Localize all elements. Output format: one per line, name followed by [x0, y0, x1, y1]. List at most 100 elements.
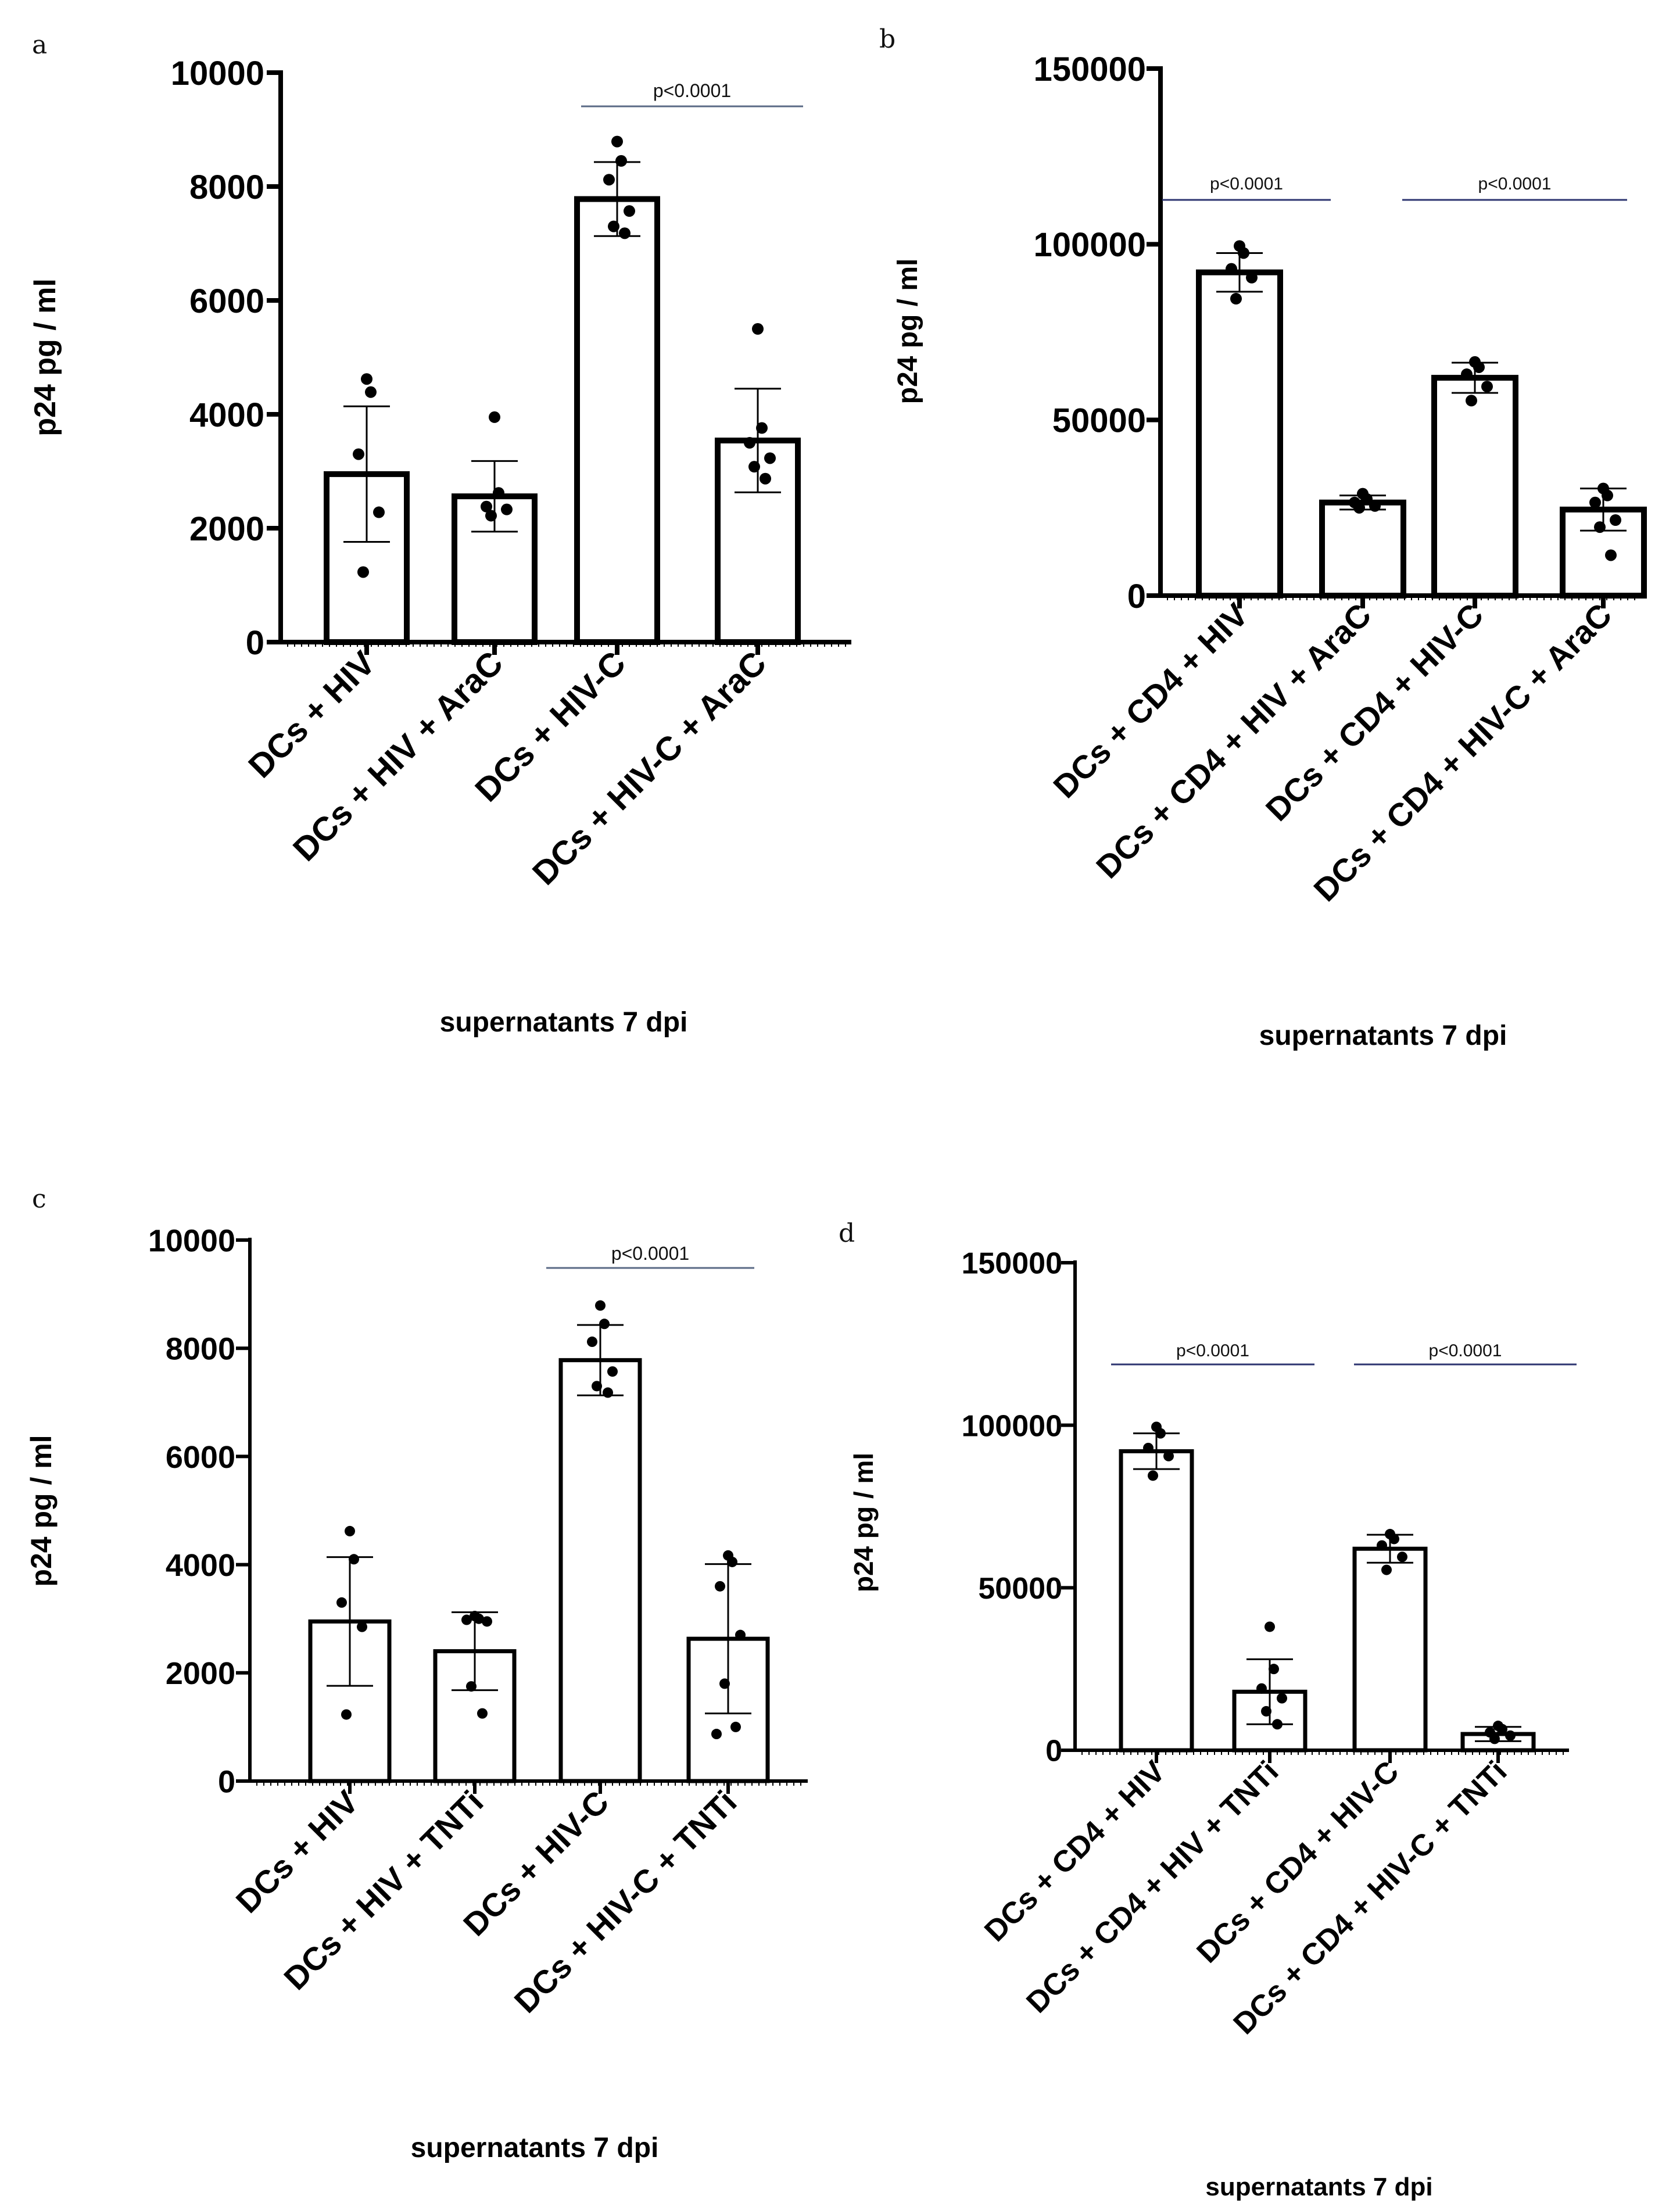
- data-point: [587, 1337, 597, 1348]
- y-tick-label: 50000: [978, 1572, 1062, 1606]
- y-tick-label: 150000: [961, 1247, 1062, 1281]
- data-point: [341, 1709, 352, 1720]
- data-point: [1397, 1552, 1407, 1563]
- data-point: [1155, 1428, 1166, 1439]
- x-category-label: DCs + HIV-C + TNTi: [507, 1783, 744, 2020]
- bar: [1119, 1449, 1194, 1753]
- panel-label: d: [839, 1219, 855, 1248]
- data-point: [485, 510, 497, 522]
- data-point: [1461, 368, 1473, 381]
- data-point: [592, 1381, 602, 1392]
- data-point: [1265, 1621, 1275, 1632]
- data-point: [489, 411, 500, 423]
- y-axis-title: p24 pg / ml: [25, 1435, 58, 1586]
- data-point: [1497, 1724, 1507, 1735]
- data-point: [760, 472, 771, 485]
- y-tick-label: 0: [218, 1764, 235, 1799]
- data-point: [748, 461, 760, 473]
- y-tick-label: 50000: [1052, 402, 1146, 440]
- y-axis-title: p24 pg / ml: [848, 1453, 879, 1592]
- data-point: [474, 1613, 484, 1624]
- y-tick-label: 6000: [166, 1440, 235, 1475]
- data-point: [1377, 1540, 1387, 1551]
- data-point: [466, 1681, 477, 1692]
- data-point: [1594, 521, 1606, 533]
- bar: [1431, 375, 1518, 599]
- data-point: [624, 205, 635, 217]
- data-point: [482, 1616, 492, 1627]
- y-tick-label: 0: [1045, 1735, 1062, 1768]
- data-point: [477, 1708, 488, 1719]
- data-point: [353, 448, 364, 460]
- x-category-label: DCs + CD4 + HIV-C: [1259, 596, 1491, 828]
- significance-label: p<0.0001: [1176, 1341, 1249, 1360]
- y-tick-label: 8000: [189, 169, 264, 206]
- data-point: [1489, 1733, 1500, 1744]
- data-point: [373, 506, 385, 518]
- bar: [1319, 499, 1406, 599]
- data-point: [361, 373, 372, 385]
- data-point: [1389, 1534, 1399, 1545]
- data-point: [1369, 500, 1381, 512]
- y-tick-label: 10000: [148, 1223, 235, 1258]
- x-axis-title: supernatants 7 dpi: [411, 2133, 659, 2163]
- data-point: [1589, 496, 1601, 508]
- data-point: [1163, 1450, 1174, 1461]
- significance-label: p<0.0001: [653, 80, 731, 101]
- bar: [1196, 269, 1283, 599]
- y-tick-label: 4000: [189, 396, 264, 434]
- panel-label: a: [32, 30, 47, 60]
- y-tick-label: 2000: [166, 1656, 235, 1691]
- data-point: [730, 1721, 741, 1732]
- y-tick-label: 100000: [1033, 226, 1146, 264]
- data-point: [349, 1554, 359, 1565]
- y-tick-label: 150000: [1033, 51, 1146, 88]
- data-point: [756, 422, 768, 434]
- x-axis-title: supernatants 7 dpi: [1259, 1020, 1507, 1051]
- data-point: [603, 174, 615, 186]
- data-point: [1277, 1693, 1287, 1704]
- data-point: [619, 227, 631, 239]
- data-point: [1272, 1719, 1283, 1730]
- y-axis-title: p24 pg / ml: [893, 259, 923, 404]
- data-point: [1605, 549, 1617, 561]
- x-axis-title: supernatants 7 dpi: [1205, 2173, 1432, 2201]
- y-tick-label: 8000: [166, 1332, 235, 1367]
- data-point: [599, 1319, 610, 1330]
- data-point: [365, 386, 377, 398]
- data-point: [607, 1366, 618, 1377]
- data-point: [1148, 1470, 1158, 1481]
- y-tick-label: 2000: [189, 510, 264, 548]
- x-category-label: DCs + CD4 + HIV-C: [1190, 1754, 1405, 1969]
- data-point: [1361, 493, 1373, 505]
- significance-label: p<0.0001: [1429, 1341, 1502, 1360]
- data-point: [711, 1729, 722, 1740]
- x-category-label: DCs + HIV-C + AraC: [525, 644, 773, 892]
- data-point: [1238, 247, 1249, 259]
- data-point: [595, 1300, 606, 1311]
- data-point: [1143, 1442, 1154, 1453]
- data-point: [764, 452, 776, 464]
- y-tick-label: 10000: [171, 55, 264, 92]
- panel-c: c 0 2000 4000 6000 8000 10000 DCs + HIV DCs + HI…: [25, 1184, 808, 2163]
- data-point: [1602, 489, 1613, 501]
- significance-label: p<0.0001: [611, 1243, 689, 1264]
- bar: [574, 196, 660, 645]
- data-point: [1226, 263, 1237, 275]
- y-tick-label: 0: [1127, 578, 1146, 615]
- data-point: [1269, 1664, 1279, 1675]
- data-point: [611, 135, 623, 148]
- data-point: [1353, 501, 1365, 514]
- y-tick-label: 100000: [961, 1409, 1062, 1443]
- x-category-label: DCs + HIV: [241, 644, 382, 785]
- data-point: [1381, 1564, 1392, 1575]
- significance-label: p<0.0001: [1478, 174, 1552, 194]
- data-point: [735, 1629, 746, 1640]
- panel-label: b: [879, 24, 895, 54]
- data-point: [744, 437, 755, 449]
- significance-label: p<0.0001: [1210, 174, 1283, 194]
- data-point: [357, 1621, 367, 1632]
- data-point: [357, 566, 369, 578]
